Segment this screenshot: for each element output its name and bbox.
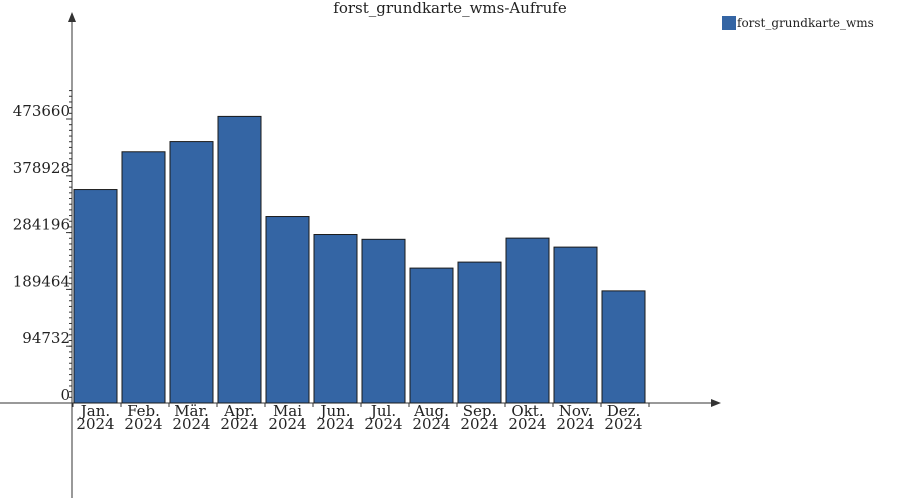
- y-tick-label: 378928: [13, 159, 70, 177]
- bar: [457, 261, 502, 404]
- x-tick-label: Mai: [273, 402, 302, 420]
- x-tick-label-year: 2024: [460, 415, 498, 433]
- bar: [361, 238, 406, 404]
- x-tick-label: Jul.: [369, 402, 396, 420]
- bar: [217, 115, 262, 404]
- x-tick-label: Jun.: [318, 402, 350, 420]
- x-tick-label: Apr.: [223, 402, 255, 420]
- x-axis-arrow: [711, 399, 721, 407]
- chart-title: forst_grundkarte_wms-Aufrufe: [333, 0, 567, 17]
- x-tick-label: Okt.: [511, 402, 543, 420]
- x-tick-label: Aug.: [413, 402, 449, 420]
- legend-label: forst_grundkarte_wms: [737, 16, 874, 30]
- bar: [505, 237, 550, 404]
- bar: [73, 189, 118, 404]
- legend-swatch: [722, 16, 736, 30]
- bar: [265, 216, 310, 404]
- y-tick-label: 189464: [13, 272, 70, 290]
- x-tick-label-year: 2024: [364, 415, 402, 433]
- x-tick-label: Jan.: [79, 402, 110, 420]
- x-tick-label-year: 2024: [124, 415, 162, 433]
- bar: [313, 234, 358, 404]
- bar: [553, 246, 598, 404]
- x-ticks: Jan.2024Feb.2024Mär.2024Apr.2024Mai2024J…: [72, 402, 650, 433]
- x-tick-label-year: 2024: [76, 415, 114, 433]
- bar: [409, 267, 454, 404]
- x-tick-label: Nov.: [559, 402, 593, 420]
- y-tick-label: 94732: [22, 329, 70, 347]
- x-tick-label-year: 2024: [316, 415, 354, 433]
- y-ticks: 0 94732 189464 284196 378928 473660: [13, 90, 72, 404]
- x-tick-label-year: 2024: [268, 415, 306, 433]
- bar: [601, 290, 646, 404]
- x-tick-label-year: 2024: [604, 415, 642, 433]
- y-tick-label: 473660: [13, 102, 70, 120]
- y-axis-arrow: [68, 12, 76, 22]
- x-tick-label-year: 2024: [172, 415, 210, 433]
- y-tick-label: 284196: [13, 216, 70, 234]
- x-tick-label-year: 2024: [220, 415, 258, 433]
- x-tick-label: Sep.: [463, 402, 497, 420]
- x-tick-label: Feb.: [127, 402, 160, 420]
- bars: [73, 115, 646, 404]
- legend: forst_grundkarte_wms: [722, 16, 874, 30]
- x-tick-label-year: 2024: [508, 415, 546, 433]
- x-tick-label-year: 2024: [556, 415, 594, 433]
- y-tick-label: 0: [60, 386, 70, 404]
- x-tick-label: Dez.: [607, 402, 641, 420]
- x-tick-label: Mär.: [174, 402, 209, 420]
- bar: [169, 141, 214, 404]
- x-tick-label-year: 2024: [412, 415, 450, 433]
- bar: [121, 151, 166, 404]
